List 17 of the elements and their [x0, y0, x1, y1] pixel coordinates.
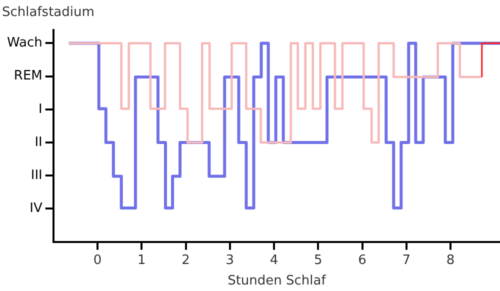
- category-label: III: [30, 168, 42, 183]
- x-tick-label: 1: [138, 252, 146, 268]
- x-tick-label: 0: [93, 252, 102, 268]
- x-tick-label: 2: [182, 252, 190, 268]
- category-label: Wach: [6, 36, 42, 51]
- x-tick-label: 4: [270, 252, 278, 268]
- category-label: IV: [30, 201, 42, 216]
- category-label: REM: [14, 68, 42, 84]
- category-label: II: [34, 134, 42, 150]
- x-axis-title: Stunden Schlaf: [228, 274, 326, 289]
- x-tick-label: 5: [314, 252, 322, 268]
- x-tick-label: 8: [446, 252, 455, 268]
- y-axis-title: Schlafstadium: [2, 4, 94, 20]
- x-tick-label: 7: [402, 252, 411, 268]
- category-label: I: [38, 102, 42, 117]
- x-tick-label: 6: [358, 252, 366, 268]
- x-tick-label: 3: [226, 252, 234, 268]
